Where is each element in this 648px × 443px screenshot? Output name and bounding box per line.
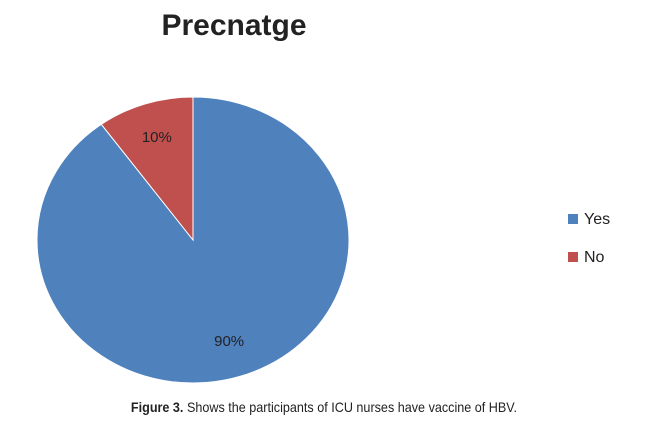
data-label: 90% <box>214 333 244 350</box>
data-label: 10% <box>142 129 172 146</box>
legend-swatch <box>568 214 578 224</box>
caption: Figure 3. Shows the participants of ICU … <box>32 399 615 415</box>
legend-label: Yes <box>584 211 610 228</box>
legend-swatch <box>568 252 578 262</box>
caption-label: Figure 3. <box>130 399 184 415</box>
caption-text: Shows the participants of ICU nurses hav… <box>186 399 518 415</box>
chart: Precnatge 90% Yes 10% No <box>36 9 610 384</box>
chart-title: Precnatge <box>161 9 306 42</box>
legend-label: No <box>584 249 605 266</box>
pie-slice <box>100 96 194 242</box>
